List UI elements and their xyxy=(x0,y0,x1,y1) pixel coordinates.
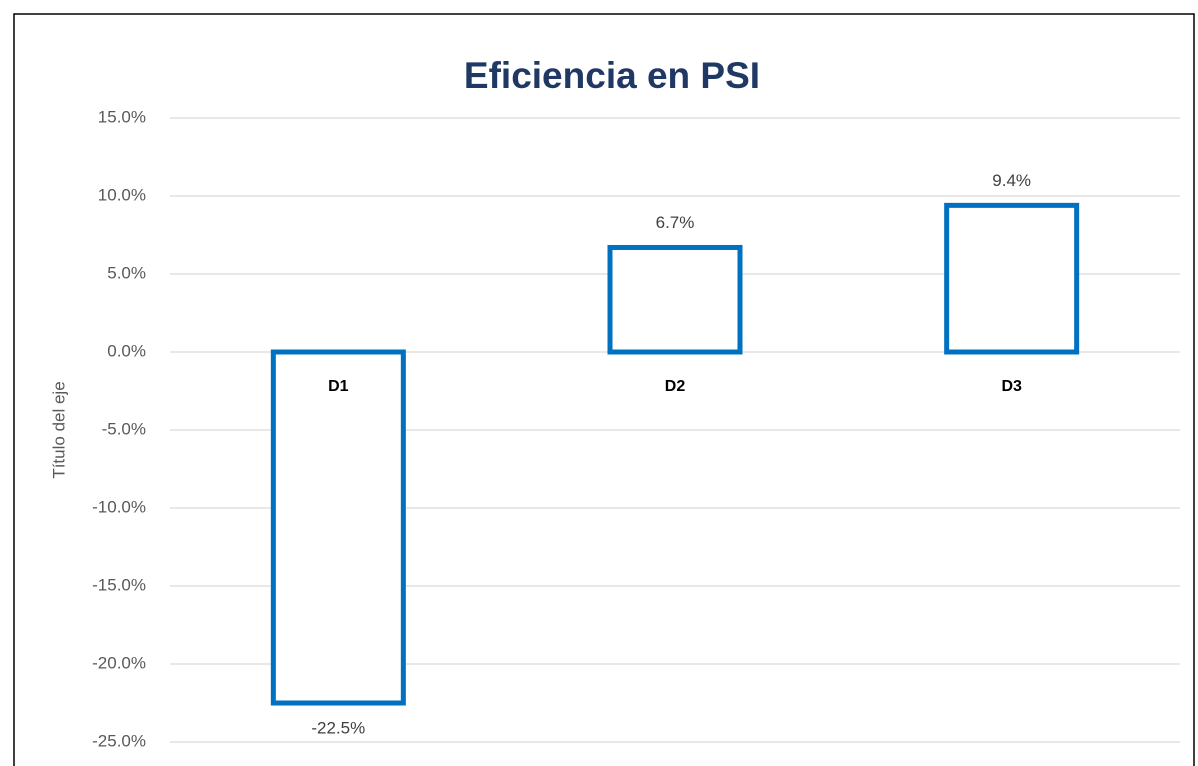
x-tick-label: D2 xyxy=(665,378,686,395)
value-label: 9.4% xyxy=(992,171,1031,190)
x-tick-label: D3 xyxy=(1001,378,1022,395)
value-label: 6.7% xyxy=(656,213,695,232)
bar xyxy=(944,202,1080,355)
value-label: -22.5% xyxy=(311,718,365,737)
y-tick-label: -25.0% xyxy=(92,731,146,750)
bar xyxy=(607,244,743,355)
y-tick-label: 5.0% xyxy=(107,263,146,282)
y-tick-label: 0.0% xyxy=(107,341,146,360)
y-tick-label: -5.0% xyxy=(102,419,146,438)
chart-title: Eficiencia en PSI xyxy=(464,55,760,96)
y-tick-label: 10.0% xyxy=(98,185,146,204)
chart-frame xyxy=(13,13,1195,766)
y-tick-label: -15.0% xyxy=(92,575,146,594)
y-tick-label: -20.0% xyxy=(92,653,146,672)
y-tick-label: -10.0% xyxy=(92,497,146,516)
bar xyxy=(270,349,406,706)
y-tick-label: 15.0% xyxy=(98,107,146,126)
y-axis-title: Título del eje xyxy=(49,381,68,478)
x-tick-label: D1 xyxy=(328,378,349,395)
